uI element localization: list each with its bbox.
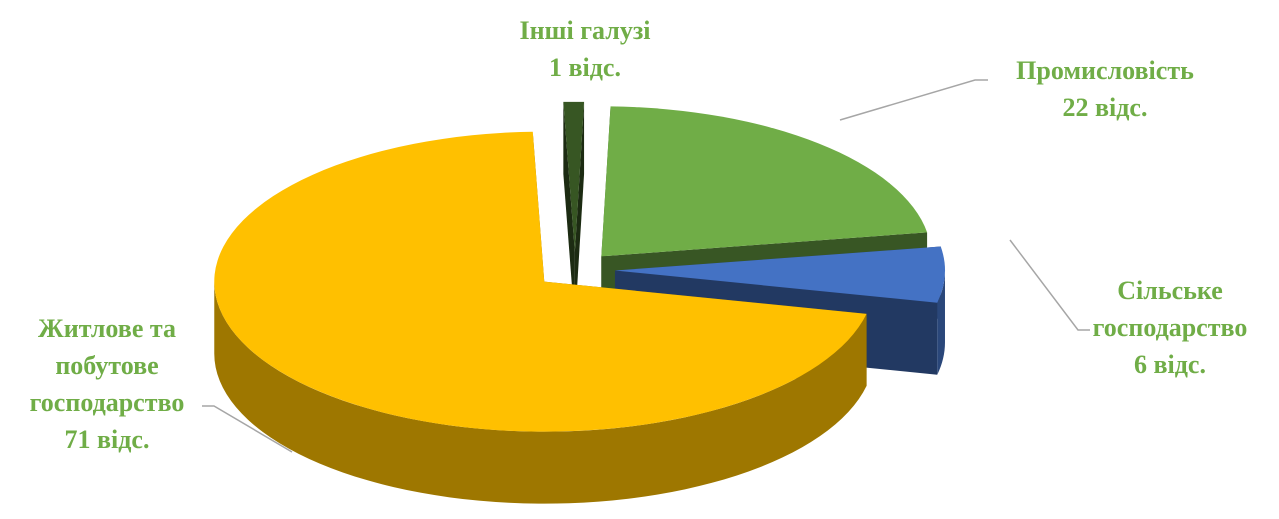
slice bbox=[214, 131, 867, 432]
category-label: Житлове та побутове господарство bbox=[29, 314, 185, 417]
category-label: Промисловість bbox=[1016, 56, 1194, 85]
slice bbox=[614, 246, 945, 303]
data-label: Сільське господарство 6 відс. bbox=[1065, 272, 1275, 383]
slice-outer-side bbox=[214, 281, 867, 504]
slice bbox=[601, 106, 928, 257]
data-label: Інші галузі 1 відс. bbox=[435, 12, 735, 86]
leader-lines bbox=[202, 79, 1090, 453]
category-label: Сільське господарство bbox=[1092, 276, 1248, 342]
leader-line bbox=[1009, 239, 1090, 331]
category-label: Інші галузі bbox=[519, 16, 651, 45]
slice bbox=[563, 101, 585, 252]
data-label: Житлове та побутове господарство 71 відс. bbox=[2, 310, 212, 458]
slice-radial-side bbox=[563, 101, 575, 324]
value-label: 22 відс. bbox=[1062, 93, 1148, 122]
data-label: Промисловість 22 відс. bbox=[955, 52, 1255, 126]
leader-line bbox=[839, 79, 988, 121]
value-label: 71 відс. bbox=[64, 425, 150, 454]
value-label: 1 відс. bbox=[549, 53, 621, 82]
slice-radial-side bbox=[574, 101, 585, 324]
value-label: 6 відс. bbox=[1134, 350, 1206, 379]
leader-line bbox=[202, 405, 293, 453]
slice-outer-side bbox=[937, 270, 945, 375]
slice-tops bbox=[214, 101, 945, 432]
